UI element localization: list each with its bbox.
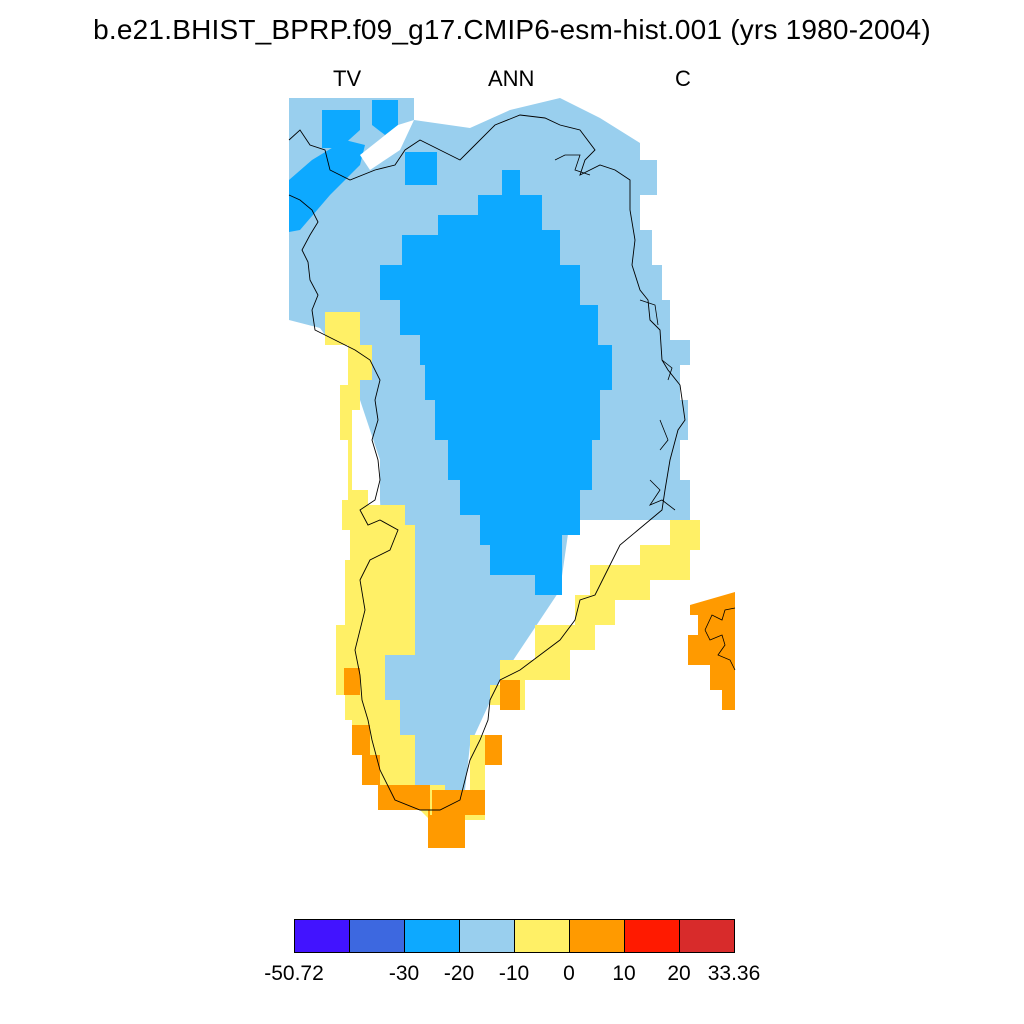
colorbar-label-neg20: -20 xyxy=(443,962,475,985)
region-10-20-east-island xyxy=(688,592,735,710)
region-10-20-se1 xyxy=(500,680,520,710)
colorbar-label-min: -50.72 xyxy=(264,962,324,985)
colorbar-box-5 xyxy=(514,919,569,953)
region-nw-gap xyxy=(360,120,414,170)
colorbar-label-10: 10 xyxy=(612,962,636,985)
colorbar-box-1 xyxy=(294,919,349,953)
colorbar-label-neg10: -10 xyxy=(498,962,530,985)
coastline xyxy=(288,114,686,811)
colorbar-box-8 xyxy=(679,919,735,953)
region-0-10-west xyxy=(325,312,485,820)
region-nw-patch-b xyxy=(372,100,398,135)
region-nw-patch-d xyxy=(405,152,437,185)
colorbar-label-max: 33.36 xyxy=(707,962,761,985)
coastline-fjords-east xyxy=(554,154,676,511)
region-neg30-neg20 xyxy=(380,170,612,595)
colorbar-box-4 xyxy=(459,919,514,953)
colorbar-label-20: 20 xyxy=(667,962,691,985)
colorbar-box-3 xyxy=(404,919,459,953)
colorbar-label-neg30: -30 xyxy=(388,962,420,985)
colorbar-box-6 xyxy=(569,919,624,953)
region-10-20-south xyxy=(378,785,465,848)
colorbar-box-2 xyxy=(349,919,404,953)
region-nw-patch-c xyxy=(289,140,365,232)
units-label: C xyxy=(675,66,691,91)
plot-title: b.e21.BHIST_BPRP.f09_g17.CMIP6-esm-hist.… xyxy=(93,14,931,45)
region-10-20-se3 xyxy=(465,790,485,815)
region-nw-patch-a xyxy=(322,110,360,148)
region-10-20-w3 xyxy=(362,755,380,785)
colorbar-box-7 xyxy=(624,919,679,953)
colorbar-label-0: 0 xyxy=(563,962,575,985)
region-10-20-w2 xyxy=(352,725,370,755)
region-10-20-se2 xyxy=(485,735,502,765)
variable-label: TV xyxy=(333,66,362,91)
season-label: ANN xyxy=(488,66,535,91)
region-10-20-tip xyxy=(432,790,465,820)
coastline-east-island xyxy=(704,607,736,671)
region-10-20-w1 xyxy=(344,668,360,695)
region-0-10-south xyxy=(470,520,700,795)
